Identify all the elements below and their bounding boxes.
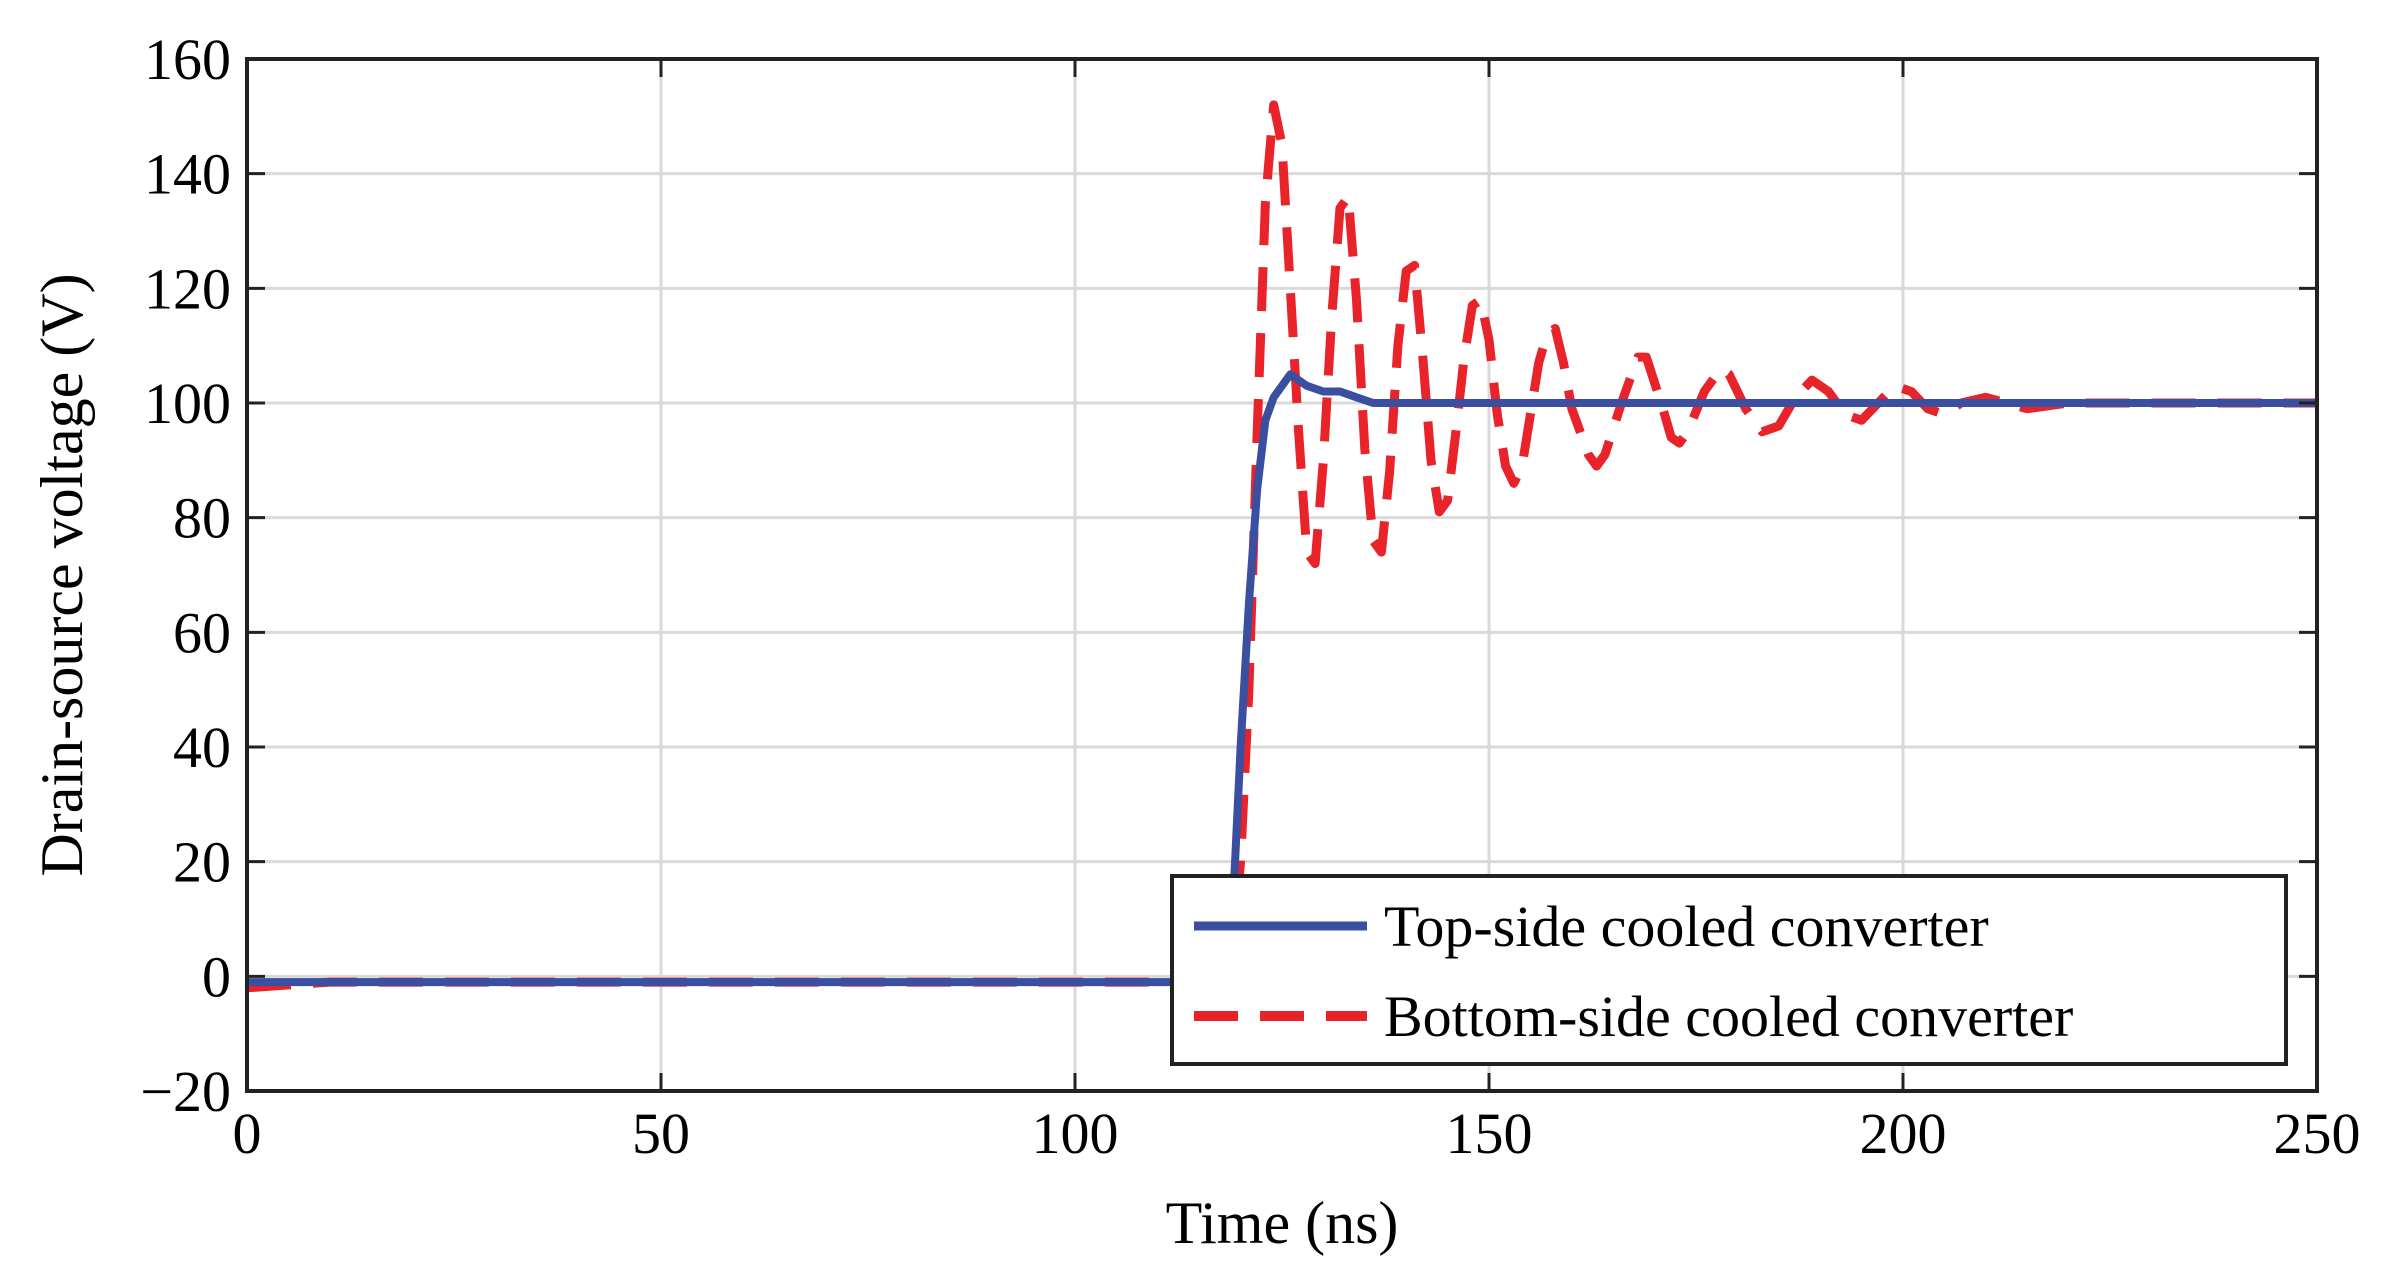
x-tick-label: 200 xyxy=(1860,1101,1947,1166)
legend-box xyxy=(1170,874,2288,1066)
legend: Top-side cooled converter Bottom-side co… xyxy=(1170,874,2288,1066)
plot-series xyxy=(246,100,2317,993)
y-tick-label: 80 xyxy=(173,486,231,551)
y-tick-label: 140 xyxy=(144,142,231,207)
y-tick-label: 60 xyxy=(173,600,231,665)
y-tick-label: 20 xyxy=(173,830,231,895)
y-tick-label: 100 xyxy=(144,371,231,436)
x-tick-label: 0 xyxy=(233,1101,262,1166)
y-tick-label: −20 xyxy=(140,1059,231,1124)
series-line-top-side xyxy=(247,370,2317,987)
y-axis-label: Drain-source voltage (V) xyxy=(29,273,95,876)
y-tick-label: 40 xyxy=(173,715,231,780)
x-tick-label: 150 xyxy=(1446,1101,1533,1166)
series-line-bottom-side xyxy=(246,100,2317,993)
x-tick-label: 250 xyxy=(2274,1101,2361,1166)
plot-frame xyxy=(245,57,2319,1093)
legend-label-top-side: Top-side cooled converter xyxy=(1384,894,1989,959)
legend-label-bottom-side: Bottom-side cooled converter xyxy=(1384,984,2073,1049)
y-tick-label: 160 xyxy=(144,27,231,92)
y-tick-label: 0 xyxy=(202,944,231,1009)
x-tick-label: 50 xyxy=(632,1101,690,1166)
y-tick-label: 120 xyxy=(144,256,231,321)
x-axis-label: Time (ns) xyxy=(1166,1190,1399,1256)
x-tick-label: 100 xyxy=(1032,1101,1119,1166)
